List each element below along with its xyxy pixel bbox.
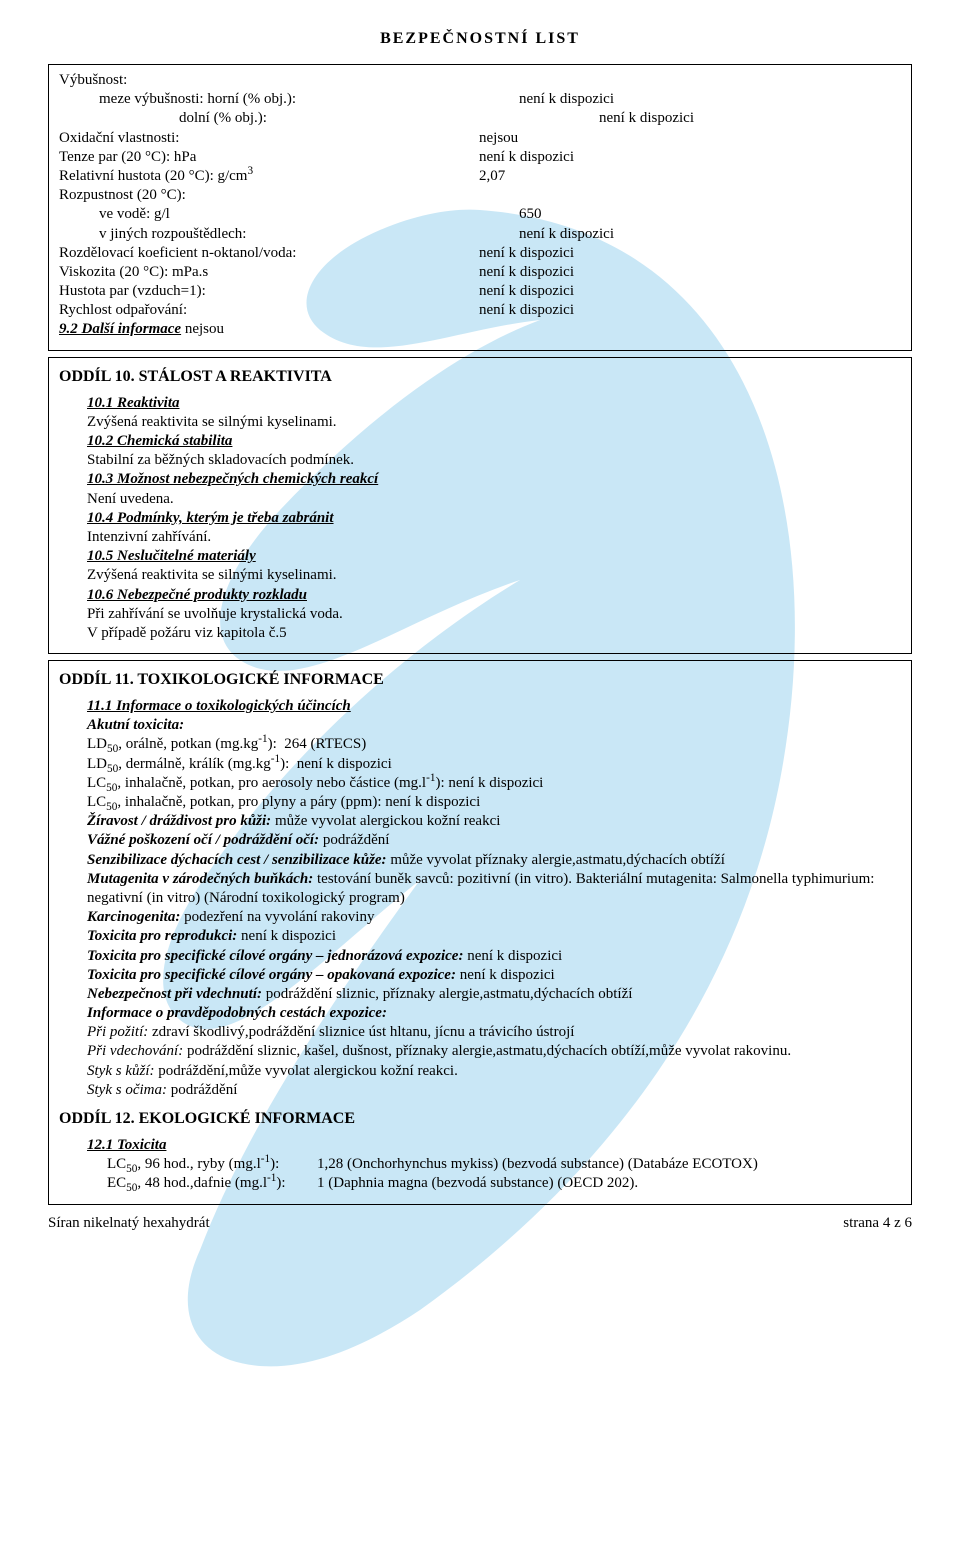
s10-h4: 10.4 Podmínky, kterým je třeba zabránit — [87, 510, 334, 526]
vazne-val: podráždění — [323, 832, 390, 848]
vazne-label: Vážné poškození očí / podráždění očí: — [87, 832, 323, 848]
lc50-aero: LC50, inhalačně, potkan, pro aerosoly ne… — [87, 774, 901, 793]
s10-t5: Zvýšená reaktivita se silnými kyselinami… — [87, 566, 901, 585]
akut-label: Akutní toxicita: — [87, 717, 184, 733]
page-footer: Síran nikelnatý hexahydrát strana 4 z 6 — [48, 1215, 912, 1232]
info-label: Informace o pravděpodobných cestách expo… — [87, 1005, 387, 1021]
vdech-label: Při vdechování: — [87, 1043, 187, 1059]
kuzi-val: podráždění,může vyvolat alergickou kožní… — [158, 1063, 458, 1079]
rozdel-val: není k dispozici — [479, 245, 574, 261]
spec2-label: Toxicita pro specifické cílové orgány – … — [87, 967, 460, 983]
footer-right: strana 4 z 6 — [843, 1215, 912, 1232]
repr-val: není k dispozici — [241, 928, 336, 944]
ec50-dafnie: EC50, 48 hod.,dafnie (mg.l-1):1 (Daphnia… — [87, 1174, 901, 1193]
section-9-box: Výbušnost: meze výbušnosti: horní (% obj… — [48, 64, 912, 351]
kuzi-label: Styk s kůží: — [87, 1063, 158, 1079]
vevode-label: ve vodě: g/l — [59, 205, 519, 224]
spec1-val: není k dispozici — [467, 948, 562, 964]
section-10-title: ODDÍL 10. STÁLOST A REAKTIVITA — [59, 368, 901, 386]
oxid-label: Oxidační vlastnosti: — [59, 129, 479, 148]
ocima-label: Styk s očima: — [87, 1082, 171, 1098]
relhust-val: 2,07 — [479, 168, 505, 184]
senz-label: Senzibilizace dýchacích cest / senzibili… — [87, 852, 390, 868]
meze-horni-label: meze výbušnosti: horní (% obj.): — [59, 90, 519, 109]
relhust-label: Relativní hustota (20 °C): g/cm — [59, 168, 247, 184]
jinych-label: v jiných rozpouštědlech: — [59, 225, 519, 244]
s10-h5: 10.5 Neslučitelné materiály — [87, 548, 256, 564]
dalsi-val: nejsou — [181, 321, 224, 337]
section-12-title: ODDÍL 12. EKOLOGICKÉ INFORMACE — [59, 1110, 901, 1128]
ocima-val: podráždění — [171, 1082, 238, 1098]
s10-h1: 10.1 Reaktivita — [87, 395, 180, 411]
section-11-12-box: ODDÍL 11. TOXIKOLOGICKÉ INFORMACE 11.1 I… — [48, 660, 912, 1205]
s10-t4: Intenzivní zahřívání. — [87, 528, 901, 547]
karc-label: Karcinogenita: — [87, 909, 184, 925]
s12-h1: 12.1 Toxicita — [87, 1137, 166, 1153]
ziravost-val: může vyvolat alergickou kožní reakci — [275, 813, 500, 829]
rozpust-label: Rozpustnost (20 °C): — [59, 187, 186, 203]
jinych-val: není k dispozici — [519, 226, 614, 242]
ld50-derm: LD50, dermálně, králík (mg.kg-1): není k… — [87, 755, 901, 774]
meze-dolni-val: není k dispozici — [599, 110, 694, 126]
poziti-val: zdraví škodlivý,podráždění sliznice úst … — [152, 1024, 574, 1040]
dalsi-label: 9.2 Další informace — [59, 321, 181, 337]
tenze-val: není k dispozici — [479, 149, 574, 165]
s10-h2: 10.2 Chemická stabilita — [87, 433, 232, 449]
section-11-title: ODDÍL 11. TOXIKOLOGICKÉ INFORMACE — [59, 671, 901, 689]
relhust-sup: 3 — [247, 165, 253, 177]
s10-h6: 10.6 Nebezpečné produkty rozkladu — [87, 587, 307, 603]
s10-t6a: Při zahřívání se uvolňuje krystalická vo… — [87, 605, 901, 624]
lc50-ryby: LC50, 96 hod., ryby (mg.l-1):1,28 (Oncho… — [87, 1155, 901, 1174]
s11-h1: 11.1 Informace o toxikologických účincíc… — [87, 698, 351, 714]
ziravost-label: Žíravost / dráždivost pro kůži: — [87, 813, 275, 829]
rychl-val: není k dispozici — [479, 302, 574, 318]
hust-label: Hustota par (vzduch=1): — [59, 282, 479, 301]
footer-left: Síran nikelnatý hexahydrát — [48, 1215, 210, 1232]
nebez-label: Nebezpečnost při vdechnutí: — [87, 986, 266, 1002]
meze-dolni-label: dolní (% obj.): — [59, 109, 599, 128]
visk-label: Viskozita (20 °C): mPa.s — [59, 263, 479, 282]
hust-val: není k dispozici — [479, 283, 574, 299]
oxid-val: nejsou — [479, 130, 518, 146]
rozdel-label: Rozdělovací koeficient n-oktanol/voda: — [59, 244, 479, 263]
ld50-oral: LD50, orálně, potkan (mg.kg-1): 264 (RTE… — [87, 735, 901, 754]
doc-title: BEZPEČNOSTNÍ LIST — [48, 30, 912, 48]
vdech-val: podráždění sliznic, kašel, dušnost, příz… — [187, 1043, 791, 1059]
mutag-label: Mutagenita v zárodečných buňkách: — [87, 871, 317, 887]
repr-label: Toxicita pro reprodukci: — [87, 928, 241, 944]
spec1-label: Toxicita pro specifické cílové orgány – … — [87, 948, 467, 964]
s10-t2: Stabilní za běžných skladovacích podmíne… — [87, 451, 901, 470]
visk-val: není k dispozici — [479, 264, 574, 280]
karc-val: podezření na vyvolání rakoviny — [184, 909, 374, 925]
senz-val: může vyvolat příznaky alergie,astmatu,dý… — [390, 852, 725, 868]
spec2-val: není k dispozici — [460, 967, 555, 983]
s10-t6b: V případě požáru viz kapitola č.5 — [87, 624, 901, 643]
s10-t3: Není uvedena. — [87, 490, 901, 509]
tenze-label: Tenze par (20 °C): hPa — [59, 148, 479, 167]
vevode-val: 650 — [519, 206, 542, 222]
poziti-label: Při požití: — [87, 1024, 152, 1040]
meze-horni-val: není k dispozici — [519, 91, 614, 107]
s10-t1: Zvýšená reaktivita se silnými kyselinami… — [87, 413, 901, 432]
vybusnost-label: Výbušnost: — [59, 72, 127, 88]
section-10-box: ODDÍL 10. STÁLOST A REAKTIVITA 10.1 Reak… — [48, 357, 912, 654]
rychl-label: Rychlost odpařování: — [59, 301, 479, 320]
s10-h3: 10.3 Možnost nebezpečných chemických rea… — [87, 471, 378, 487]
nebez-val: podráždění sliznic, příznaky alergie,ast… — [266, 986, 633, 1002]
lc50-plyn: LC50, inhalačně, potkan, pro plyny a pár… — [87, 793, 901, 812]
